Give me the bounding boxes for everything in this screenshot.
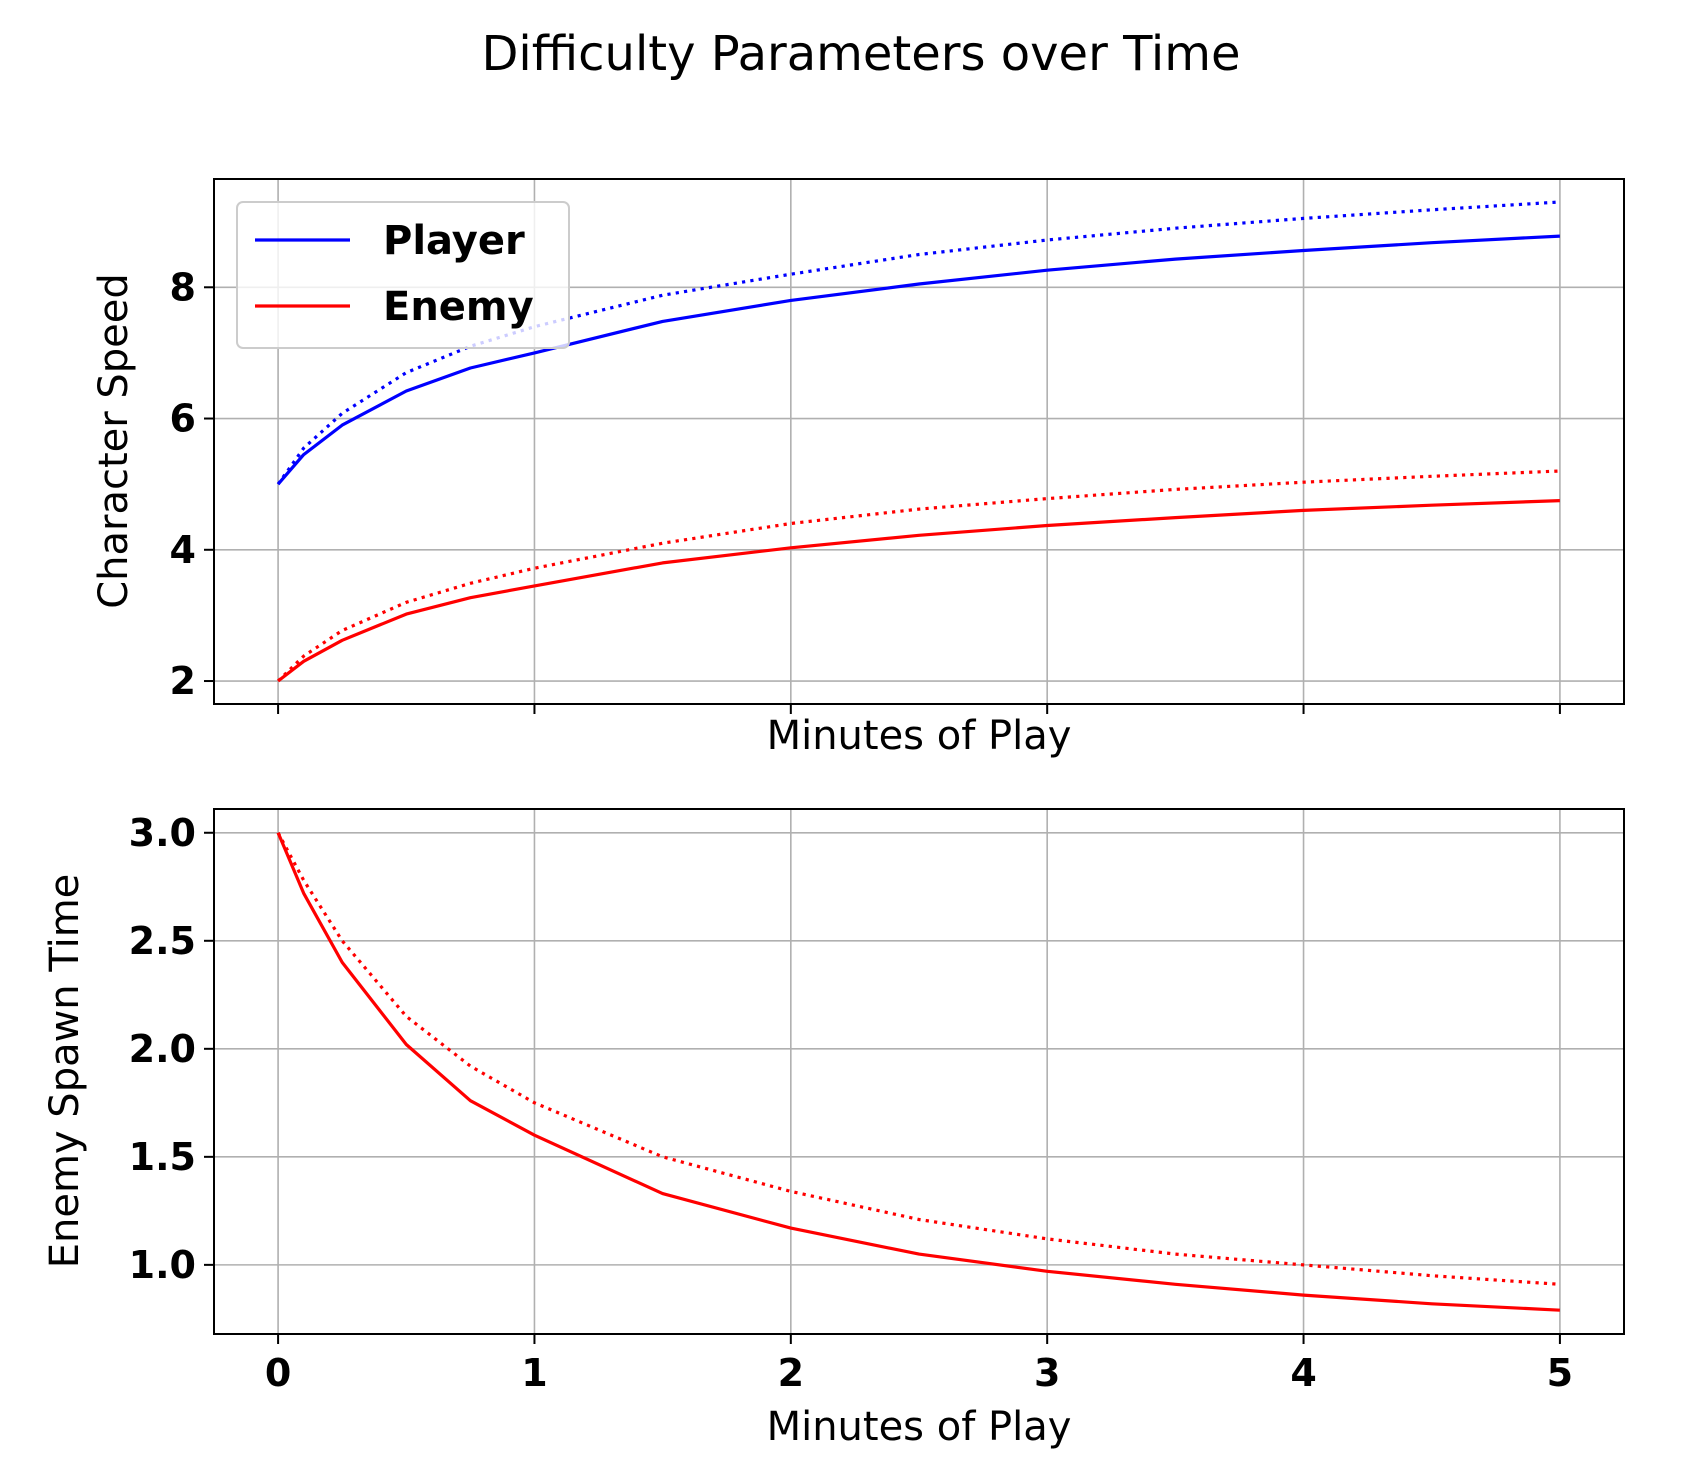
y-tick-label: 4 — [170, 528, 196, 572]
legend-label-enemy: Enemy — [383, 284, 534, 330]
series-line-enemy-solid — [277, 499, 1560, 683]
x-tick-label: 3 — [1034, 1351, 1060, 1395]
series-line-player-solid — [276, 234, 1560, 486]
figure-title: Difficulty Parameters over Time — [481, 26, 1240, 82]
x-axis-label: Minutes of Play — [767, 713, 1072, 759]
y-tick-label: 1.5 — [129, 1135, 196, 1179]
x-tick-label: 5 — [1547, 1351, 1573, 1395]
series-line-unnamed-dotted — [276, 200, 1560, 486]
enemy-spawn-time-chart: 0 1 2 3 4 5 1.0 1.5 2.0 2.5 3.0 Minutes of Play Enem… — [42, 808, 1625, 1450]
y-axis-label: Character Speed — [91, 273, 137, 609]
x-tick-label: 2 — [778, 1351, 804, 1395]
y-tick-label: 1.0 — [129, 1243, 196, 1287]
plot-frame — [213, 808, 1625, 1335]
y-tick-label: 8 — [170, 265, 196, 309]
series-line-unnamed-dotted — [276, 469, 1560, 683]
y-tick-label: 6 — [170, 397, 196, 441]
y-axis-label: Enemy Spawn Time — [42, 874, 88, 1269]
x-axis-label: Minutes of Play — [767, 1404, 1072, 1450]
legend-label-player: Player — [383, 218, 525, 264]
series-line-unnamed-solid — [276, 832, 1560, 1312]
legend: Player Enemy — [236, 201, 570, 349]
y-tick-label: 2.5 — [129, 919, 196, 963]
y-tick-label: 3.0 — [129, 811, 196, 855]
x-tick-label: 4 — [1290, 1351, 1316, 1395]
plot-frame — [213, 178, 1625, 705]
character-speed-chart: 2 4 6 8 Minutes of Play Character Speed Player… — [91, 178, 1625, 759]
x-tick-label: 0 — [265, 1351, 291, 1395]
y-tick-label: 2 — [170, 659, 196, 703]
x-tick-label: 1 — [521, 1351, 547, 1395]
y-tick-label: 2.0 — [129, 1027, 196, 1071]
